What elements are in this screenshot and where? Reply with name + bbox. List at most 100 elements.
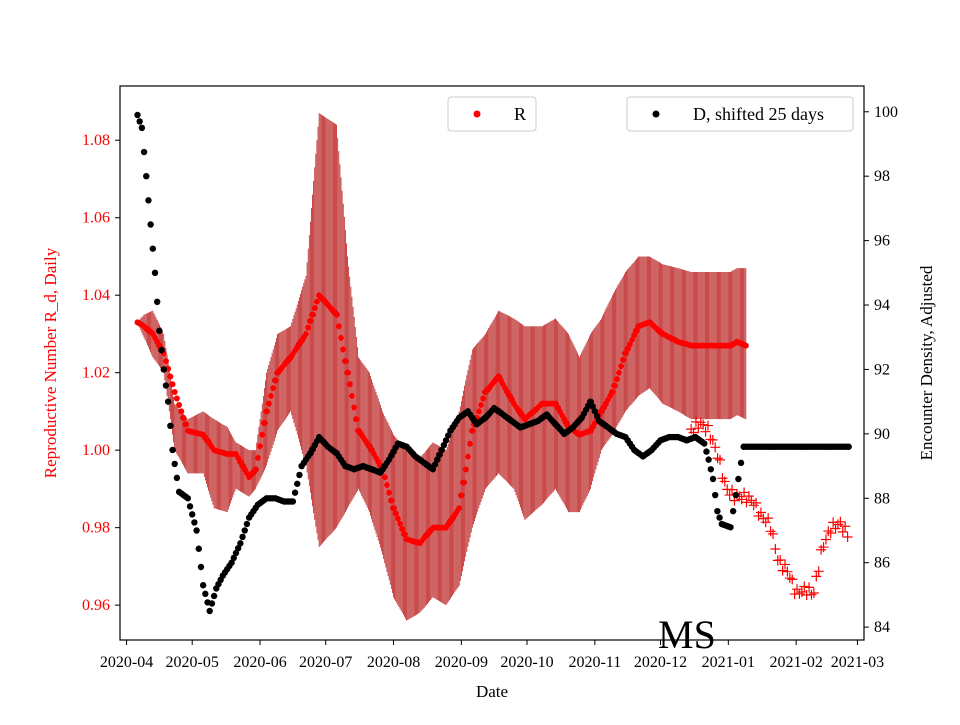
r-point: [338, 334, 345, 341]
d-point: [136, 118, 143, 125]
d-point: [705, 456, 712, 463]
r-point: [267, 392, 274, 399]
d-point: [442, 437, 450, 444]
r-point: [462, 466, 469, 473]
d-point: [171, 460, 178, 468]
r-projection-point: [835, 516, 846, 527]
r-point: [167, 373, 174, 380]
r-projection-point: [808, 587, 819, 598]
r-point: [626, 341, 633, 348]
x-tick-label: 2020-06: [233, 654, 286, 671]
d-point: [845, 443, 852, 450]
r-point: [270, 385, 277, 392]
r-projection-point: [794, 588, 805, 599]
d-point: [431, 461, 439, 468]
r-point: [401, 531, 408, 538]
d-point: [173, 474, 181, 482]
d-point: [716, 514, 723, 521]
r-point: [346, 381, 353, 388]
r-projection-point: [715, 454, 726, 465]
d-series-layer: [134, 111, 852, 615]
d-point: [191, 519, 198, 526]
d-point: [164, 398, 172, 405]
r-point: [469, 427, 476, 434]
r-projection-point: [765, 526, 776, 537]
left-tick-label: 0.98: [82, 520, 110, 537]
r-point: [254, 454, 261, 461]
d-point: [436, 451, 443, 458]
r-point: [353, 416, 360, 423]
r-point: [348, 392, 355, 399]
right-tick-label: 96: [874, 233, 890, 250]
r-projection-point: [820, 534, 831, 545]
r-projection-point: [710, 442, 721, 453]
r-point: [390, 505, 397, 512]
r-point: [171, 389, 178, 396]
d-point: [703, 448, 710, 455]
d-point: [162, 382, 170, 389]
d-point: [234, 545, 242, 552]
r-point: [305, 324, 312, 331]
d-point: [239, 533, 246, 541]
d-point: [434, 456, 441, 463]
d-point: [158, 346, 165, 354]
r-point: [313, 298, 320, 305]
r-point: [629, 336, 636, 343]
r-point: [263, 408, 270, 415]
d-point: [149, 245, 157, 252]
legend-r: R: [447, 96, 537, 132]
r-projection-point: [830, 523, 841, 534]
r-point: [386, 489, 393, 496]
r-point: [162, 358, 169, 365]
r-projection-point: [837, 526, 848, 537]
r-point: [609, 389, 616, 396]
r-projection-point: [825, 528, 836, 539]
x-tick-label: 2021-03: [831, 654, 884, 671]
d-point: [291, 489, 299, 496]
x-tick-label: 2021-01: [702, 654, 755, 671]
d-point: [140, 148, 148, 156]
right-tick-label: 94: [874, 297, 890, 314]
d-point: [737, 459, 745, 467]
r-point: [394, 515, 401, 522]
d-point: [237, 540, 244, 547]
r-point: [309, 311, 316, 318]
d-point: [169, 446, 176, 454]
r-point: [272, 377, 279, 384]
d-point: [197, 563, 205, 571]
right-tick-label: 90: [874, 426, 890, 443]
r-point: [613, 376, 620, 383]
r-point: [631, 332, 638, 339]
r-point: [252, 466, 259, 473]
d-point: [167, 422, 174, 430]
x-tick-label: 2020-09: [435, 654, 488, 671]
right-tick-label: 84: [874, 619, 890, 636]
d-point: [189, 511, 196, 518]
r-projection-point: [782, 566, 793, 577]
r-point: [397, 520, 404, 527]
r-projection-layer: [686, 416, 853, 601]
d-point: [134, 111, 141, 119]
r-projection-point: [823, 526, 834, 537]
r-point: [633, 327, 640, 334]
r-point: [342, 358, 349, 365]
right-axis: 84 86 88 90 92 94 96 98 100: [864, 104, 898, 636]
d-point: [735, 475, 742, 483]
r-projection-point: [743, 491, 754, 502]
legend-r-label: R: [514, 104, 526, 124]
d-point: [701, 440, 708, 447]
d-point: [199, 582, 207, 589]
d-point: [429, 466, 437, 473]
right-tick-label: 92: [874, 361, 890, 378]
r-point: [620, 356, 627, 363]
d-point: [714, 507, 721, 515]
r-point: [311, 305, 318, 312]
r-point: [351, 404, 358, 411]
r-projection-point: [748, 500, 759, 511]
r-point: [257, 443, 264, 450]
r-point: [464, 453, 471, 460]
plot-frame: [119, 85, 865, 641]
d-point: [232, 549, 240, 557]
watermark-label: MS: [658, 612, 716, 657]
r-projection-point: [763, 513, 774, 524]
